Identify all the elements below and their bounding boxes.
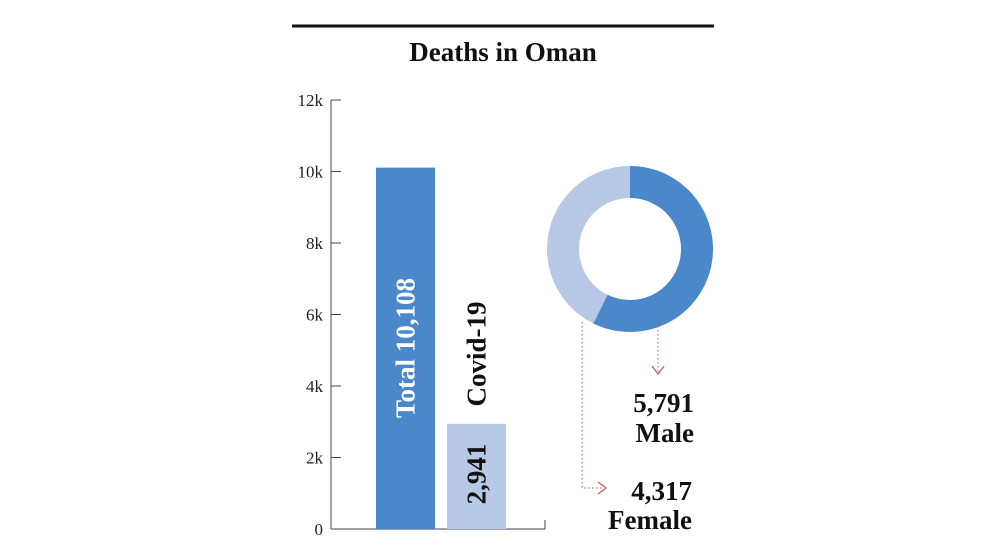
bar-value-covid: 2,941 <box>462 444 492 505</box>
y-axis: 0 2k 4k 6k 8k 10k 12k <box>298 91 546 539</box>
male-leader-arrowhead <box>651 365 665 375</box>
female-leader-line <box>581 322 604 489</box>
donut-chart <box>547 166 713 332</box>
y-tick-label: 4k <box>306 377 324 396</box>
female-label: Female <box>608 505 692 535</box>
bar-label-total: Total 10,108 <box>391 278 421 418</box>
bar-label-covid: Covid-19 <box>462 301 492 406</box>
y-tick-label: 6k <box>306 306 324 325</box>
leader-lines <box>581 322 665 495</box>
y-tick-label: 10k <box>298 163 324 182</box>
bar-group: Total 10,108 Covid-19 2,941 <box>376 167 506 530</box>
y-tick-label: 2k <box>306 449 324 468</box>
bar-covid-19 <box>447 423 506 529</box>
female-leader-arrowhead <box>597 481 607 495</box>
male-label: Male <box>636 418 694 448</box>
donut-slice-female <box>547 166 630 324</box>
y-tick-label: 12k <box>298 91 324 110</box>
female-value-label: 4,317 <box>631 476 692 506</box>
bar-total <box>376 167 435 530</box>
donut-slice-male <box>593 166 713 332</box>
male-value-label: 5,791 <box>633 388 694 418</box>
y-tick-label: 0 <box>315 520 324 539</box>
y-tick-label: 8k <box>306 234 324 253</box>
chart-title: Deaths in Oman <box>409 37 597 67</box>
pie-labels: 5,791 Male 4,317 Female <box>608 388 694 535</box>
